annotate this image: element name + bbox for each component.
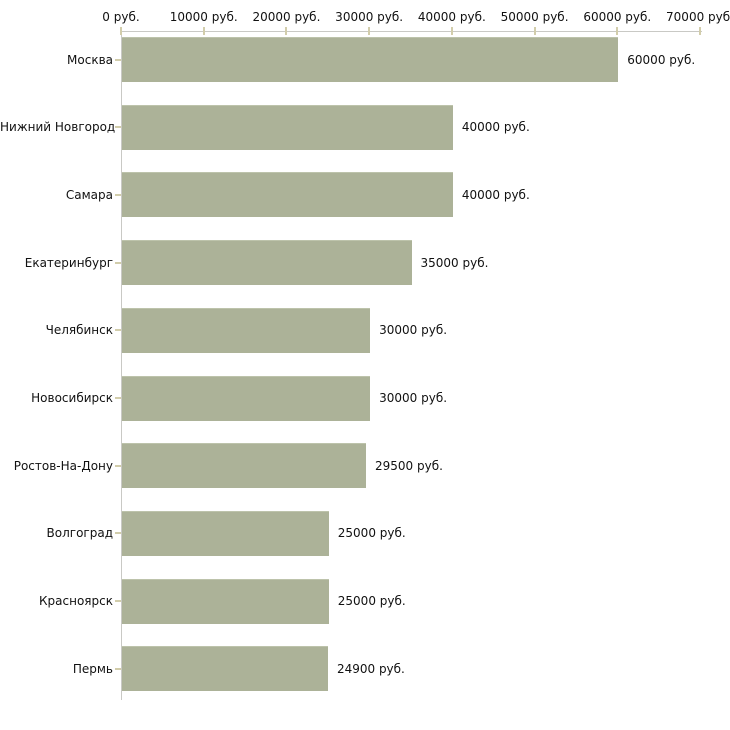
category-label: Москва <box>67 52 113 67</box>
y-axis-tick-mark <box>115 329 121 332</box>
bar <box>122 578 329 624</box>
bar <box>122 375 371 421</box>
y-axis-tick-mark <box>115 397 121 399</box>
category-label: Челябинск <box>45 323 113 338</box>
x-axis-tick-mark <box>699 27 701 35</box>
bar-value-label: 24900 руб. <box>336 661 405 676</box>
x-axis-tick-label: 0 руб. <box>102 10 140 24</box>
y-axis-tick-mark <box>115 193 121 196</box>
y-axis-tick-mark <box>115 126 121 129</box>
bar <box>122 443 366 489</box>
bar-value-label: 60000 руб. <box>627 52 696 67</box>
y-axis-line <box>121 31 122 700</box>
x-axis-tick-label: 10000 руб. <box>169 10 238 24</box>
category-label: Нижний Новгород <box>0 120 116 135</box>
x-axis-tick-mark <box>202 27 205 35</box>
y-axis-tick-mark <box>115 58 121 61</box>
category-label: Красноярск <box>39 594 113 609</box>
bar-value-label: 40000 руб. <box>461 120 530 135</box>
bar <box>122 104 453 150</box>
category-label: Ростов-На-Дону <box>13 458 113 473</box>
bar <box>122 240 412 286</box>
bar-value-label: 40000 руб. <box>461 187 530 202</box>
bar-value-label: 30000 руб. <box>379 323 448 338</box>
x-axis-tick-mark <box>120 27 122 35</box>
x-axis-tick-mark <box>533 27 536 35</box>
bar-value-label: 25000 руб. <box>337 526 406 541</box>
y-axis-tick-mark <box>115 532 121 535</box>
category-label: Новосибирск <box>31 391 113 405</box>
bar <box>122 510 329 556</box>
category-label: Волгоград <box>46 526 113 541</box>
bar-value-label: 30000 руб. <box>379 391 448 405</box>
bar <box>122 37 619 82</box>
bar <box>122 172 453 218</box>
category-label: Екатеринбург <box>24 255 113 270</box>
x-axis-tick-label: 40000 руб. <box>417 10 486 24</box>
x-axis-tick-label: 20000 руб. <box>252 10 321 24</box>
y-axis-tick-mark <box>115 261 121 264</box>
category-label: Самара <box>65 187 113 202</box>
bar <box>122 646 328 692</box>
category-label: Пермь <box>72 661 113 676</box>
x-axis-tick-label: 70000 руб. <box>666 10 730 24</box>
x-axis-tick-label: 60000 руб. <box>583 10 652 24</box>
x-axis-tick-label: 50000 руб. <box>500 10 569 24</box>
x-axis-tick-mark <box>450 27 453 35</box>
x-axis-tick-mark <box>368 27 371 35</box>
x-axis-tick-mark <box>616 27 619 35</box>
bar-value-label: 35000 руб. <box>420 255 489 270</box>
x-axis-line <box>121 31 702 32</box>
x-axis-tick-label: 30000 руб. <box>335 10 404 24</box>
bar <box>122 307 371 353</box>
y-axis-tick-mark <box>115 464 121 467</box>
y-axis-tick-mark <box>115 667 121 670</box>
bar-value-label: 29500 руб. <box>375 458 443 473</box>
bar-value-label: 25000 руб. <box>337 594 406 609</box>
y-axis-tick-mark <box>115 600 121 603</box>
x-axis-tick-mark <box>285 27 288 35</box>
